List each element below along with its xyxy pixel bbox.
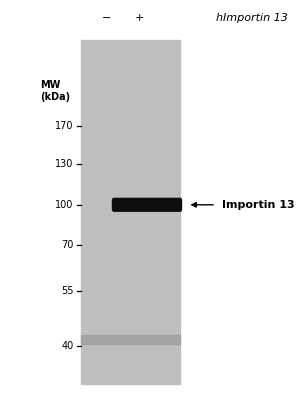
Text: 100: 100	[55, 200, 74, 210]
Text: 170: 170	[55, 121, 74, 131]
Text: Importin 13: Importin 13	[222, 200, 295, 210]
Text: 70: 70	[61, 240, 74, 250]
Text: MW
(kDa): MW (kDa)	[40, 80, 70, 102]
Text: 40: 40	[61, 341, 74, 351]
Text: 130: 130	[55, 159, 74, 169]
Text: −: −	[102, 13, 111, 23]
Text: hImportin 13: hImportin 13	[216, 13, 288, 23]
FancyBboxPatch shape	[112, 198, 182, 211]
Text: +: +	[135, 13, 144, 23]
Bar	[81, 335, 180, 344]
Bar	[81, 40, 180, 384]
Text: 55: 55	[61, 286, 74, 296]
